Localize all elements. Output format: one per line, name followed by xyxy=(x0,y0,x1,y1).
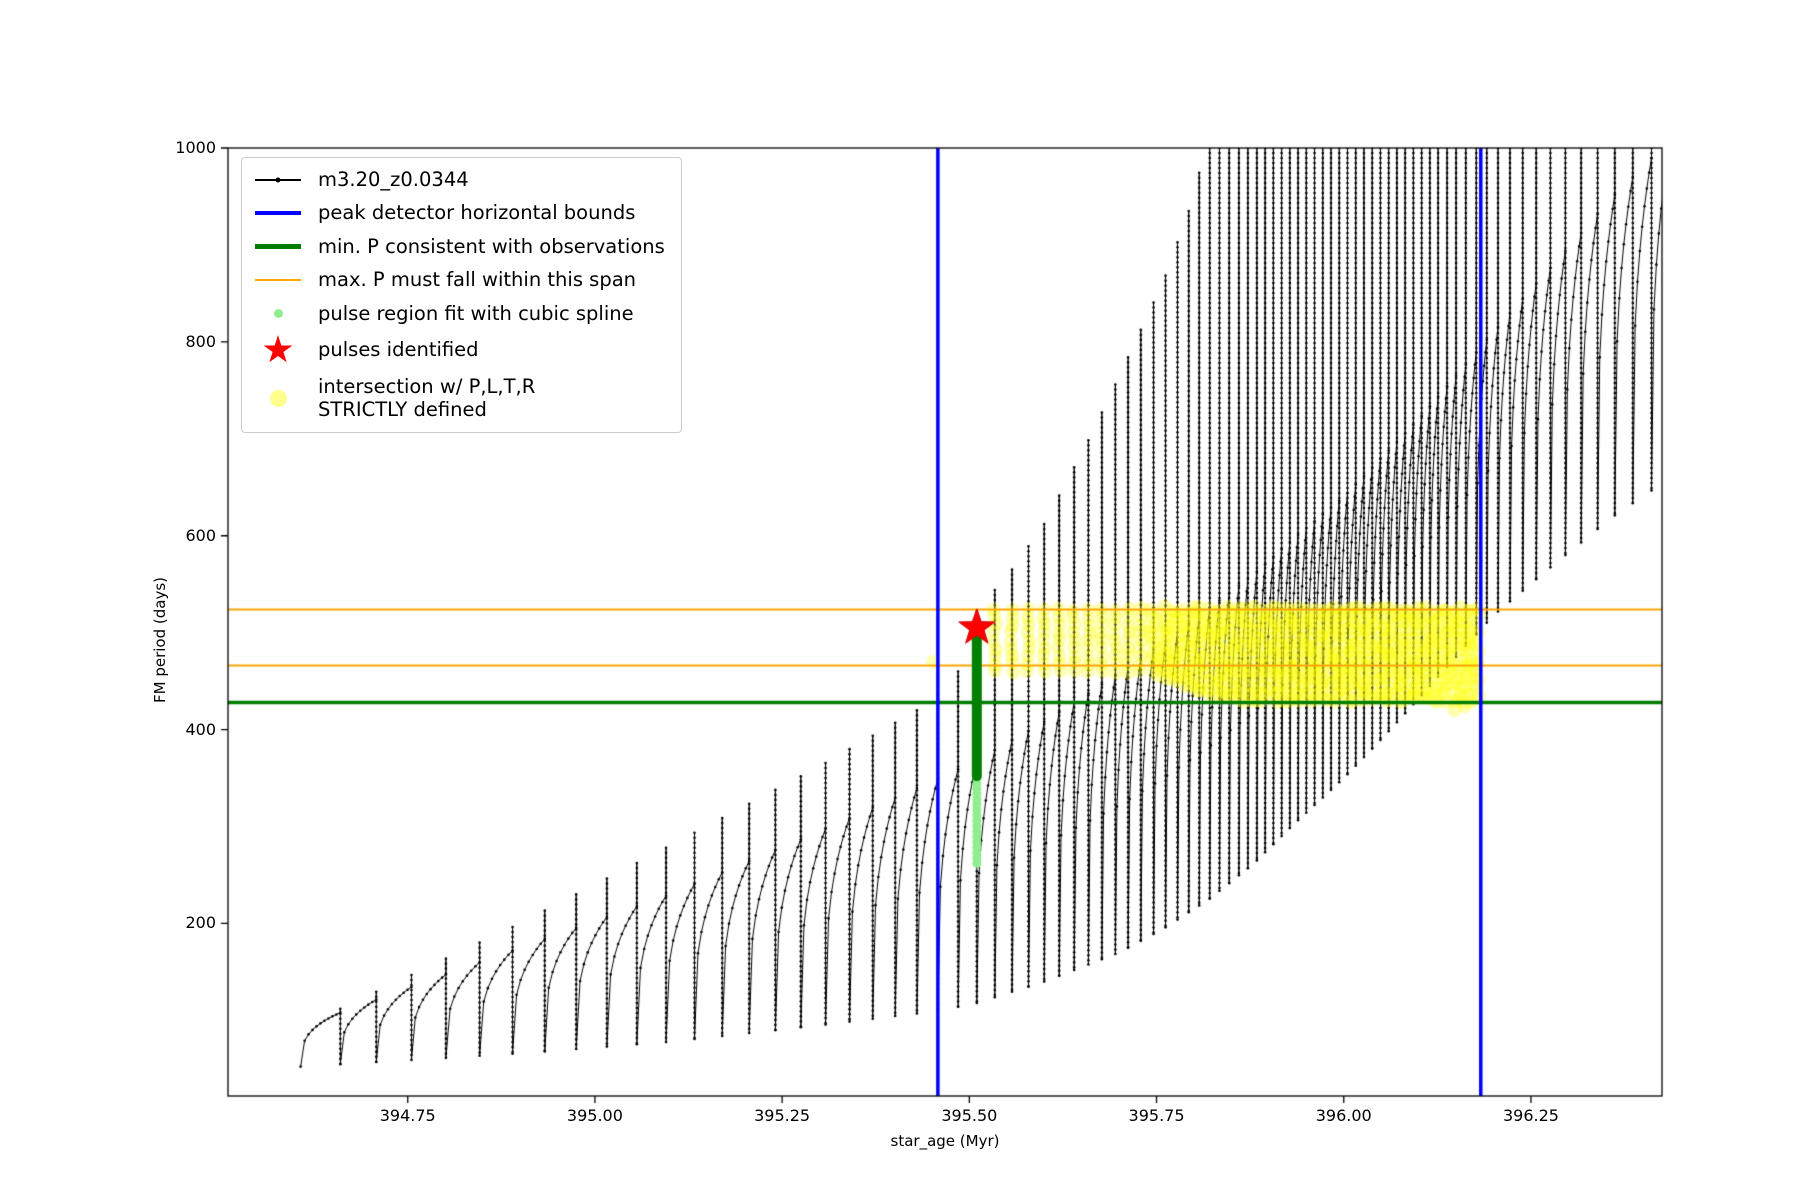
legend-label: intersection w/ P,L,T,R STRICTLY defined xyxy=(318,375,535,422)
legend-label-line: STRICTLY defined xyxy=(318,398,487,422)
legend-label: pulses identified xyxy=(318,338,479,361)
legend-item: intersection w/ P,L,T,R STRICTLY defined xyxy=(254,375,665,422)
legend-label: peak detector horizontal bounds xyxy=(318,201,635,224)
legend-label-line: intersection w/ P,L,T,R xyxy=(318,374,536,398)
green-min-line-icon xyxy=(254,244,302,249)
series-line-icon xyxy=(254,177,302,183)
legend-item: min. P consistent with observations xyxy=(254,235,665,258)
legend-label-line: peak detector horizontal bounds xyxy=(318,201,636,225)
green-dot-icon xyxy=(254,308,302,318)
yellow-dot-icon xyxy=(254,389,302,407)
legend-label: max. P must fall within this span xyxy=(318,268,636,291)
legend-label: pulse region fit with cubic spline xyxy=(318,302,634,325)
legend-item: m3.20_z0.0344 xyxy=(254,168,665,191)
blue-bound-line-icon xyxy=(254,210,302,216)
legend-label-line: max. P must fall within this span xyxy=(318,268,637,292)
legend-label: min. P consistent with observations xyxy=(318,235,665,258)
legend-label-line: min. P consistent with observations xyxy=(318,234,665,258)
legend-label-line: m3.20_z0.0344 xyxy=(318,168,469,191)
x-axis-title: star_age (Myr) xyxy=(890,1132,1000,1150)
y-axis-title: FM period (days) xyxy=(151,577,169,703)
legend-item: pulse region fit with cubic spline xyxy=(254,302,665,325)
legend-item: max. P must fall within this span xyxy=(254,268,665,291)
legend-label: m3.20_z0.0344 xyxy=(318,168,469,191)
legend-item: pulses identified xyxy=(254,334,665,365)
legend-label-line: pulse region fit with cubic spline xyxy=(318,301,634,325)
red-star-icon xyxy=(254,334,302,365)
orange-span-line-icon xyxy=(254,278,302,281)
legend-label-line: pulses identified xyxy=(318,338,479,362)
legend-item: peak detector horizontal bounds xyxy=(254,201,665,224)
